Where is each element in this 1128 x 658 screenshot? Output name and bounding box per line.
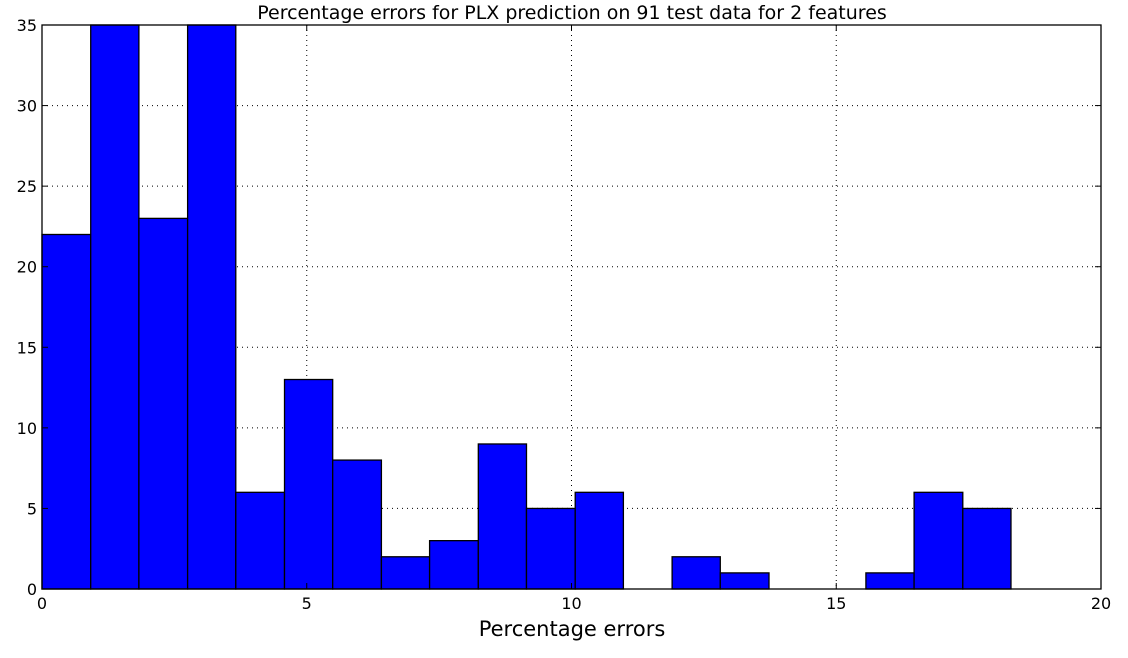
y-tick-label-5: 25: [17, 177, 37, 196]
x-tick-label-2: 10: [561, 594, 581, 613]
y-tick-label-0: 0: [27, 580, 37, 599]
y-tick-label-3: 15: [17, 338, 37, 357]
bars-layer: [42, 25, 1011, 589]
histogram-bar-18: [914, 492, 963, 589]
y-tick-label-4: 20: [17, 258, 37, 277]
histogram-bar-8: [430, 541, 479, 589]
x-tick-label-4: 20: [1091, 594, 1111, 613]
histogram-bar-14: [720, 573, 769, 589]
y-tick-label-1: 5: [27, 499, 37, 518]
histogram-bar-10: [526, 508, 575, 589]
x-tick-label-1: 5: [302, 594, 312, 613]
histogram-bar-1: [91, 25, 139, 589]
x-tick-label-0: 0: [37, 594, 47, 613]
histogram-bar-3: [188, 25, 236, 589]
histogram-bar-19: [963, 508, 1011, 589]
histogram-bar-0: [42, 234, 91, 589]
histogram-bar-4: [236, 492, 285, 589]
y-tick-label-2: 10: [17, 419, 37, 438]
x-tick-label-3: 15: [826, 594, 846, 613]
histogram-bar-6: [333, 460, 382, 589]
histogram-bar-9: [478, 444, 526, 589]
y-tick-label-7: 35: [17, 16, 37, 35]
histogram-bar-11: [575, 492, 623, 589]
chart-title: Percentage errors for PLX prediction on …: [257, 2, 887, 24]
histogram-bar-7: [381, 557, 429, 589]
histogram-bar-17: [866, 573, 914, 589]
histogram-bar-5: [285, 380, 333, 589]
y-tick-label-6: 30: [17, 97, 37, 116]
histogram-bar-2: [139, 218, 188, 589]
histogram-bar-13: [672, 557, 720, 589]
x-axis-label: Percentage errors: [479, 617, 666, 641]
